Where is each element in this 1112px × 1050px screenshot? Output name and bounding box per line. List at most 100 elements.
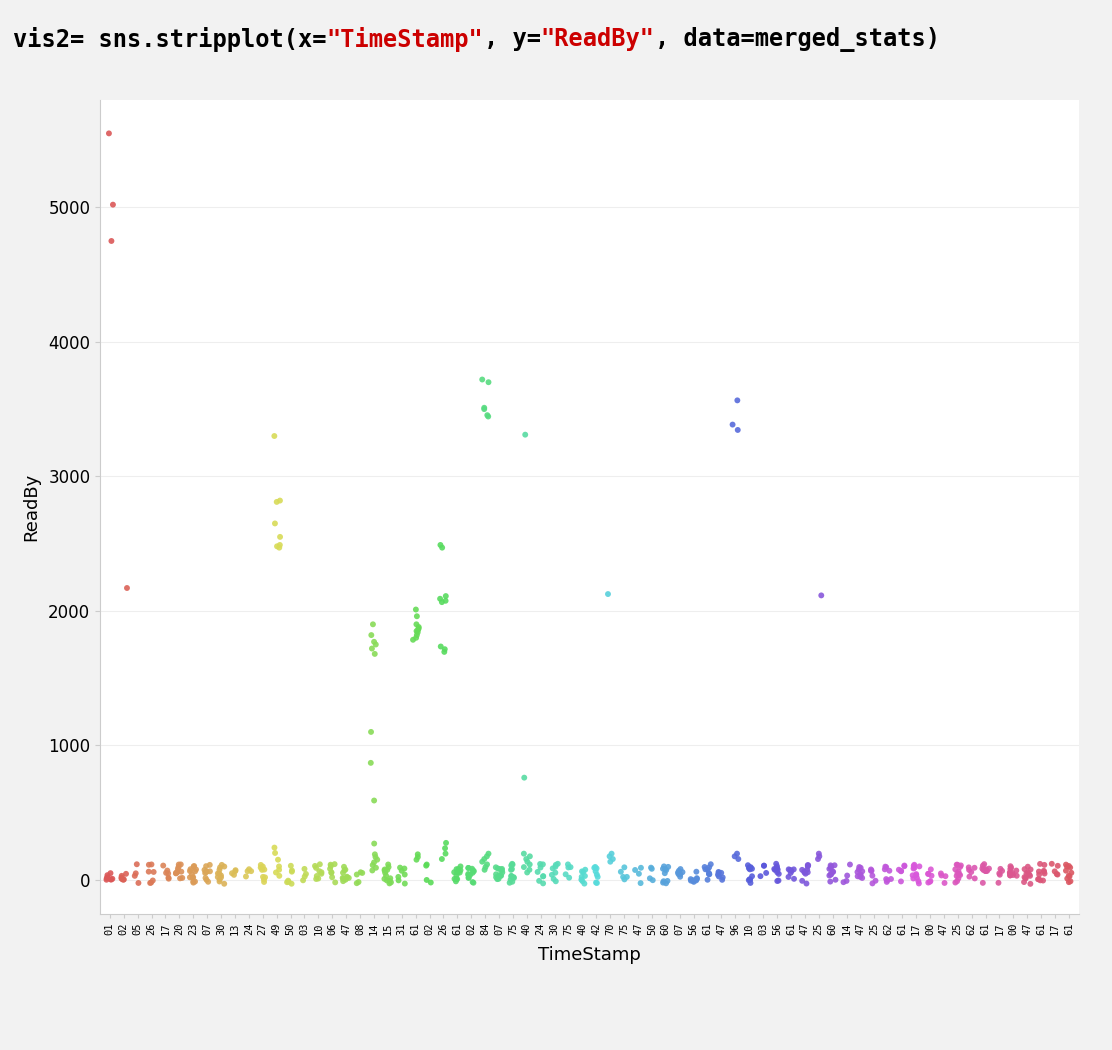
Text: "ReadBy": "ReadBy" <box>540 27 655 51</box>
Point <box>505 869 523 886</box>
Point <box>528 863 546 880</box>
Point <box>404 631 421 648</box>
Point <box>547 857 565 874</box>
Point <box>709 866 727 883</box>
Point <box>365 792 383 809</box>
Point <box>181 869 199 886</box>
Point <box>575 863 593 880</box>
Point <box>576 861 594 878</box>
Point <box>696 861 714 878</box>
Point <box>976 862 994 879</box>
Point <box>474 371 492 387</box>
Point <box>335 870 353 887</box>
Point <box>227 862 245 879</box>
Point <box>798 864 816 881</box>
Point <box>181 863 199 880</box>
Point <box>334 869 351 886</box>
Point <box>520 861 538 878</box>
Point <box>544 860 562 877</box>
Point <box>421 874 439 890</box>
Point <box>210 861 228 878</box>
Point <box>348 866 366 883</box>
Point <box>714 869 732 886</box>
Point <box>520 856 538 873</box>
Point <box>881 862 898 879</box>
Point <box>907 866 925 883</box>
Point <box>337 861 355 878</box>
Point <box>282 858 300 875</box>
Point <box>688 870 706 887</box>
Point <box>268 494 286 510</box>
Point <box>1061 859 1079 876</box>
Point <box>479 408 497 425</box>
Point <box>271 528 289 545</box>
Point <box>503 867 520 884</box>
Point <box>654 875 672 891</box>
Point <box>669 862 687 879</box>
Point <box>739 857 757 874</box>
Point <box>417 857 435 874</box>
Point <box>905 858 923 875</box>
Point <box>696 859 714 876</box>
Point <box>892 862 910 879</box>
Point <box>479 845 497 862</box>
Point <box>1004 864 1022 881</box>
Point <box>266 839 284 856</box>
Point <box>1049 866 1066 883</box>
Point <box>173 869 191 886</box>
Point <box>991 865 1009 882</box>
Point <box>904 860 922 877</box>
Point <box>785 861 803 878</box>
Point <box>307 860 325 877</box>
X-axis label: TimeStamp: TimeStamp <box>538 946 641 964</box>
Point <box>892 873 910 889</box>
Point <box>741 870 758 887</box>
Point <box>145 863 162 880</box>
Point <box>271 492 289 509</box>
Point <box>367 859 385 876</box>
Point <box>515 845 533 862</box>
Point <box>702 856 719 873</box>
Point <box>688 869 706 886</box>
Point <box>852 868 870 885</box>
Point <box>1030 863 1048 880</box>
Point <box>279 873 297 889</box>
Point <box>1016 870 1034 887</box>
Point <box>282 876 300 892</box>
Point <box>946 861 964 878</box>
Point <box>602 854 619 870</box>
Point <box>98 872 116 888</box>
Point <box>741 859 758 876</box>
Point <box>340 869 358 886</box>
Point <box>197 863 215 880</box>
Point <box>618 868 636 885</box>
Point <box>479 374 497 391</box>
Point <box>159 865 177 882</box>
Point <box>393 862 410 879</box>
Point <box>196 861 214 878</box>
Point <box>437 845 455 862</box>
Point <box>254 861 271 878</box>
Point <box>459 865 477 882</box>
Point <box>216 876 234 892</box>
Point <box>187 861 205 878</box>
Point <box>713 872 731 888</box>
Point <box>904 870 922 887</box>
Point <box>949 857 966 874</box>
Point <box>534 868 552 885</box>
Text: , y=: , y= <box>484 27 540 51</box>
Point <box>977 861 995 878</box>
Point <box>965 859 983 876</box>
Point <box>766 861 784 878</box>
Point <box>1019 864 1036 881</box>
Point <box>502 872 519 888</box>
Point <box>516 426 534 443</box>
Point <box>755 858 773 875</box>
Point <box>795 864 813 881</box>
Point <box>396 860 414 877</box>
Point <box>950 870 967 887</box>
Point <box>866 873 884 889</box>
Point <box>460 869 478 886</box>
Point <box>437 835 455 852</box>
Point <box>115 872 132 888</box>
